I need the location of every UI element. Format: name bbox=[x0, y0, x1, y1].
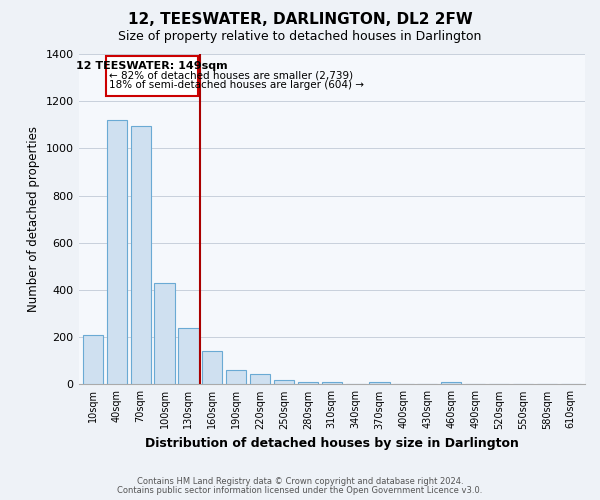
Text: 12, TEESWATER, DARLINGTON, DL2 2FW: 12, TEESWATER, DARLINGTON, DL2 2FW bbox=[128, 12, 472, 28]
Bar bbox=[202, 352, 223, 384]
Text: Contains public sector information licensed under the Open Government Licence v3: Contains public sector information licen… bbox=[118, 486, 482, 495]
Bar bbox=[83, 335, 103, 384]
Bar bbox=[322, 382, 342, 384]
Bar bbox=[154, 283, 175, 384]
Bar bbox=[250, 374, 270, 384]
Text: 18% of semi-detached houses are larger (604) →: 18% of semi-detached houses are larger (… bbox=[109, 80, 364, 90]
Bar bbox=[298, 382, 318, 384]
X-axis label: Distribution of detached houses by size in Darlington: Distribution of detached houses by size … bbox=[145, 437, 519, 450]
Text: Contains HM Land Registry data © Crown copyright and database right 2024.: Contains HM Land Registry data © Crown c… bbox=[137, 478, 463, 486]
Text: 12 TEESWATER: 149sqm: 12 TEESWATER: 149sqm bbox=[76, 60, 228, 70]
Bar bbox=[370, 382, 390, 384]
Text: Size of property relative to detached houses in Darlington: Size of property relative to detached ho… bbox=[118, 30, 482, 43]
Bar bbox=[226, 370, 247, 384]
FancyBboxPatch shape bbox=[106, 56, 198, 96]
Bar bbox=[274, 380, 294, 384]
Bar bbox=[107, 120, 127, 384]
Text: ← 82% of detached houses are smaller (2,739): ← 82% of detached houses are smaller (2,… bbox=[109, 70, 353, 81]
Bar bbox=[178, 328, 199, 384]
Bar bbox=[131, 126, 151, 384]
Y-axis label: Number of detached properties: Number of detached properties bbox=[27, 126, 40, 312]
Bar bbox=[441, 382, 461, 384]
